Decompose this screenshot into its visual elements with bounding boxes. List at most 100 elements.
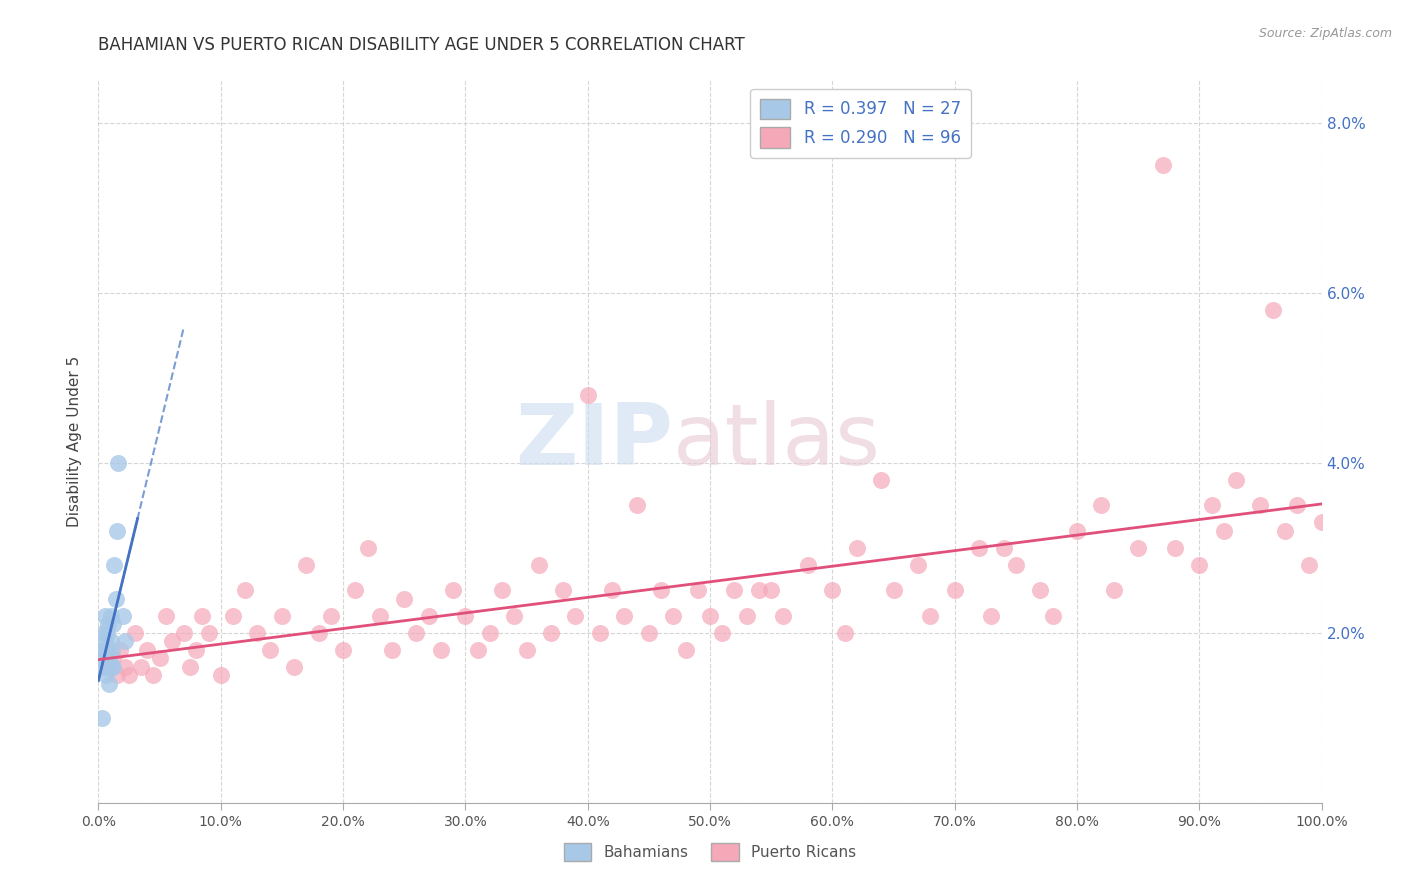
Point [118,668,141,682]
Point [283,660,305,674]
Point [155,608,177,623]
Point [540,625,562,640]
Point [1201,498,1223,512]
Point [105,668,128,682]
Point [270,608,294,623]
Point [1102,583,1125,598]
Point [613,608,636,623]
Point [1042,608,1064,623]
Point [1286,498,1309,512]
Text: BAHAMIAN VS PUERTO RICAN DISABILITY AGE UNDER 5 CORRELATION CHART: BAHAMIAN VS PUERTO RICAN DISABILITY AGE … [98,36,745,54]
Point [173,625,195,640]
Point [100,608,122,623]
Point [1066,524,1088,538]
Point [94,642,117,657]
Point [392,591,416,606]
Point [98,677,121,691]
Point [967,541,990,555]
Point [454,608,477,623]
Point [1261,302,1284,317]
Point [94,668,117,682]
Point [637,625,661,640]
Legend: Bahamians, Puerto Ricans: Bahamians, Puerto Ricans [558,837,862,867]
Point [136,642,159,657]
Point [93,608,115,623]
Point [834,625,856,640]
Point [920,608,942,623]
Point [356,541,378,555]
Point [197,625,219,640]
Point [430,642,453,657]
Point [97,617,120,632]
Point [98,651,121,665]
Point [93,634,115,648]
Point [142,668,165,682]
Point [1212,524,1234,538]
Point [662,608,685,623]
Point [107,456,129,470]
Point [381,642,404,657]
Point [467,642,489,657]
Point [503,608,526,623]
Point [91,625,114,640]
Point [97,642,120,657]
Point [907,558,929,572]
Point [870,473,893,487]
Point [735,608,758,623]
Point [124,625,146,640]
Point [1249,498,1271,512]
Point [160,634,183,648]
Point [650,583,672,598]
Point [943,583,966,598]
Point [100,660,122,674]
Point [308,625,330,640]
Point [191,608,214,623]
Point [1310,516,1333,530]
Point [441,583,464,598]
Point [101,660,124,674]
Point [1225,473,1247,487]
Point [1004,558,1026,572]
Point [527,558,550,572]
Point [711,625,734,640]
Point [222,608,245,623]
Point [91,642,114,657]
Point [246,625,269,640]
Point [699,608,721,623]
Point [332,642,354,657]
Point [295,558,318,572]
Point [209,668,232,682]
Point [96,660,118,674]
Point [104,591,127,606]
Point [319,608,342,623]
Point [101,651,124,665]
Point [515,642,537,657]
Point [105,524,128,538]
Point [114,634,136,648]
Point [748,583,770,598]
Point [186,642,208,657]
Point [761,583,783,598]
Point [845,541,868,555]
Point [91,711,114,725]
Point [111,608,134,623]
Point [821,583,844,598]
Point [1188,558,1211,572]
Point [797,558,820,572]
Point [368,608,391,623]
Point [589,625,612,640]
Point [553,583,575,598]
Point [993,541,1015,555]
Point [97,660,120,674]
Point [110,642,132,657]
Point [129,660,152,674]
Point [980,608,1002,623]
Point [772,608,794,623]
Text: ZIP: ZIP [516,400,673,483]
Point [114,660,136,674]
Point [101,642,124,657]
Point [149,651,172,665]
Point [91,660,114,674]
Point [723,583,745,598]
Point [1274,524,1296,538]
